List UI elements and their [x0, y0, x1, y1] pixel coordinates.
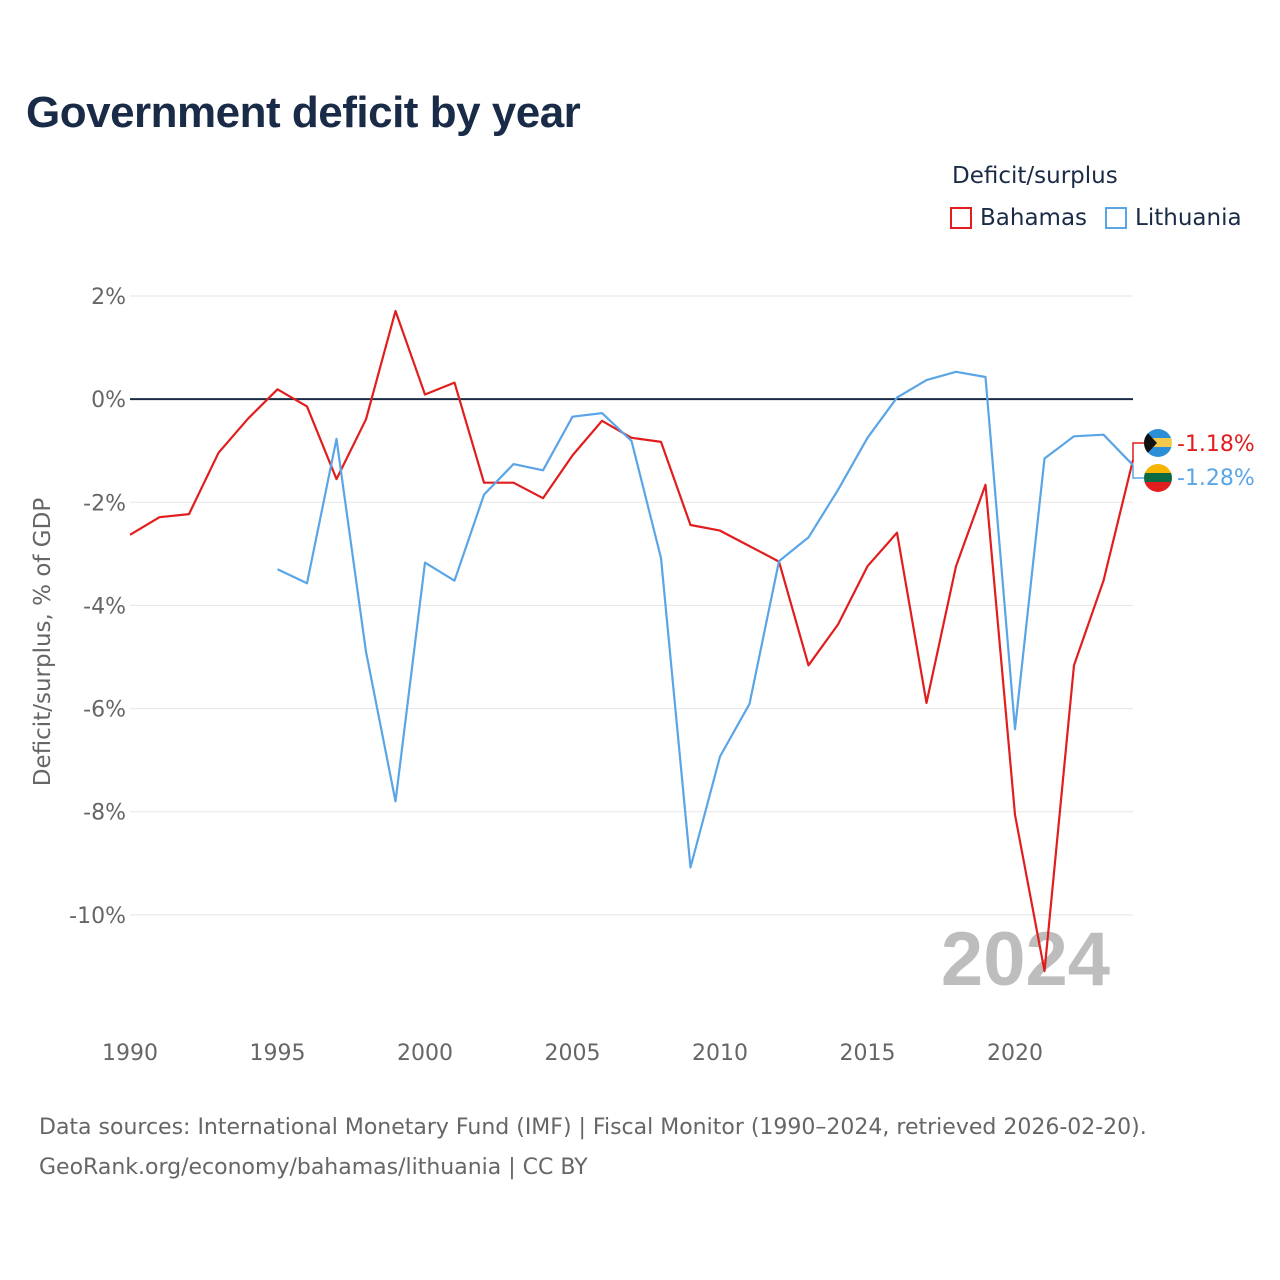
data-point-lithuania	[453, 579, 457, 583]
data-point-bahamas	[335, 477, 339, 481]
data-point-lithuania	[423, 561, 427, 565]
legend-title: Deficit/surplus	[952, 163, 1118, 189]
data-point-lithuania	[305, 581, 309, 585]
y-tick-label: -2%	[83, 491, 126, 516]
data-point-lithuania	[718, 755, 722, 759]
series-line-lithuania[interactable]	[277, 370, 1134, 869]
data-point-bahamas	[187, 512, 191, 516]
legend-label-lithuania: Lithuania	[1135, 205, 1242, 231]
data-point-lithuania	[600, 411, 604, 415]
data-point-lithuania	[630, 439, 634, 443]
data-point-bahamas	[158, 515, 162, 519]
series-line-bahamas[interactable]	[129, 309, 1135, 973]
data-point-lithuania	[335, 437, 339, 441]
end-connector-bahamas	[1132, 442, 1144, 460]
data-point-bahamas	[217, 451, 221, 455]
data-point-bahamas	[512, 481, 516, 485]
data-point-bahamas	[954, 564, 958, 568]
data-point-lithuania	[1043, 456, 1047, 460]
y-tick-label: 2%	[91, 285, 126, 310]
y-tick-label: 0%	[91, 388, 126, 413]
data-point-bahamas	[423, 393, 427, 397]
data-point-lithuania	[1072, 434, 1076, 438]
data-point-lithuania	[689, 865, 693, 869]
data-point-bahamas	[689, 523, 693, 527]
data-point-lithuania	[925, 378, 929, 382]
x-tick-label: 2020	[987, 1041, 1043, 1066]
data-point-lithuania	[866, 436, 870, 440]
data-point-lithuania	[807, 535, 811, 539]
legend-item-lithuania[interactable]: Lithuania	[1105, 205, 1242, 231]
data-point-bahamas	[1072, 663, 1076, 667]
data-point-bahamas	[276, 387, 280, 391]
data-point-bahamas	[453, 381, 457, 385]
data-point-bahamas	[1043, 969, 1047, 973]
chart-title: Government deficit by year	[26, 88, 581, 137]
data-point-bahamas	[482, 481, 486, 485]
x-tick-label: 1990	[102, 1041, 158, 1066]
data-point-bahamas	[571, 453, 575, 457]
end-label-lithuania: -1.28%	[1177, 466, 1255, 491]
x-tick-label: 2015	[840, 1041, 896, 1066]
data-point-lithuania	[954, 370, 958, 374]
bahamas-flag-icon	[1144, 429, 1172, 457]
legend: Bahamas Lithuania	[950, 205, 1260, 231]
data-source-note: Data sources: International Monetary Fun…	[39, 1115, 1147, 1140]
data-point-lithuania	[659, 556, 663, 560]
y-tick-label: -10%	[69, 904, 126, 929]
data-point-bahamas	[718, 529, 722, 533]
data-point-bahamas	[659, 440, 663, 444]
footer: Data sources: International Monetary Fun…	[39, 1108, 1147, 1188]
data-point-lithuania	[482, 493, 486, 497]
x-tick-label: 2000	[397, 1041, 453, 1066]
data-point-lithuania	[394, 799, 398, 803]
data-point-bahamas	[541, 496, 545, 500]
data-point-bahamas	[364, 417, 368, 421]
end-label-bahamas: -1.18%	[1177, 432, 1255, 457]
y-tick-label: -4%	[83, 594, 126, 619]
data-point-bahamas	[305, 404, 309, 408]
data-point-lithuania	[276, 567, 280, 571]
data-point-lithuania	[541, 468, 545, 472]
x-tick-label: 2010	[692, 1041, 748, 1066]
x-tick-label: 1995	[250, 1041, 306, 1066]
data-point-bahamas	[748, 544, 752, 548]
year-watermark: 2024	[941, 917, 1110, 1002]
legend-swatch-lithuania	[1105, 207, 1128, 229]
data-point-bahamas	[807, 663, 811, 667]
data-point-bahamas	[836, 623, 840, 627]
data-point-bahamas	[128, 533, 132, 537]
lithuania-flag-icon	[1144, 464, 1172, 492]
data-point-lithuania	[1102, 433, 1106, 437]
data-point-lithuania	[777, 559, 781, 563]
data-point-bahamas	[1102, 579, 1106, 583]
legend-swatch-bahamas	[950, 207, 972, 229]
x-tick-label: 2005	[545, 1041, 601, 1066]
data-point-bahamas	[600, 419, 604, 423]
data-point-bahamas	[246, 417, 250, 421]
data-point-bahamas	[866, 564, 870, 568]
data-point-lithuania	[1013, 727, 1017, 731]
data-point-bahamas	[925, 701, 929, 705]
data-point-lithuania	[895, 396, 899, 400]
data-point-lithuania	[571, 415, 575, 419]
data-point-lithuania	[984, 375, 988, 379]
data-point-bahamas	[895, 531, 899, 535]
y-axis-label: Deficit/surplus, % of GDP	[30, 498, 56, 787]
data-point-bahamas	[394, 309, 398, 313]
data-point-bahamas	[1013, 813, 1017, 817]
legend-label-bahamas: Bahamas	[980, 205, 1088, 231]
data-point-lithuania	[512, 462, 516, 466]
source-url: GeoRank.org/economy/bahamas/lithuania | …	[39, 1155, 588, 1180]
data-point-bahamas	[984, 483, 988, 487]
y-tick-label: -8%	[83, 801, 126, 826]
data-point-lithuania	[364, 650, 368, 654]
data-point-lithuania	[836, 488, 840, 492]
y-tick-label: -6%	[83, 698, 126, 723]
legend-item-bahamas[interactable]: Bahamas	[950, 205, 1087, 231]
data-point-lithuania	[748, 702, 752, 706]
end-connector-lithuania	[1132, 465, 1144, 479]
